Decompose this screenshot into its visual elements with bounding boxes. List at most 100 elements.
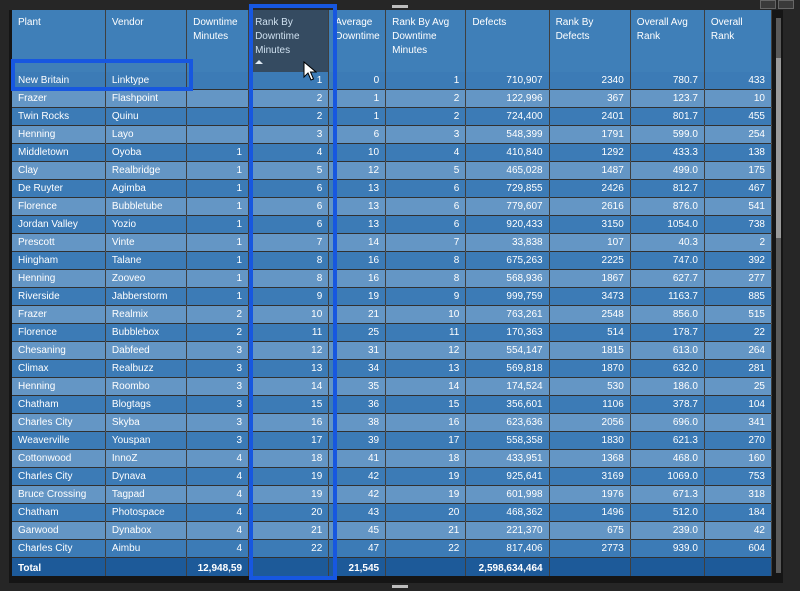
column-header-rank-by-avg-downtime-minutes[interactable]: Rank By Avg Downtime Minutes (385, 10, 467, 72)
table-row[interactable]: Chesaning Dabfeed 3 12 31 12 554,147 1815 613.0 2… (12, 341, 773, 360)
column-header-average-downtime[interactable]: Average Downtime (328, 10, 387, 72)
table-row[interactable]: Hingham Talane 1 8 16 8 675,263 2225 747.0 392 (12, 251, 773, 270)
table-row[interactable]: Charles City Dynava 4 19 42 19 925,641 3169 1069… (12, 467, 773, 486)
table-cell: 4 (186, 485, 250, 504)
table-cell: 10 (385, 305, 467, 324)
table-cell: 21 (248, 521, 330, 540)
table-cell: 47 (328, 539, 387, 558)
table-cell: 1815 (549, 341, 631, 360)
table-row[interactable]: Chatham Blogtags 3 15 36 15 356,601 1106 378.7 10… (12, 395, 773, 414)
table-cell: Chatham (12, 503, 106, 522)
table-row[interactable]: Riverside Jabberstorm 1 9 19 9 999,759 3473 1163… (12, 287, 773, 306)
table-cell: 627.7 (630, 269, 705, 288)
table-cell: 22 (385, 539, 467, 558)
table-cell: Dabfeed (105, 341, 188, 360)
table-cell: 281 (704, 359, 773, 378)
table-cell: 468.0 (630, 449, 705, 468)
sort-ascending-icon[interactable] (255, 60, 264, 64)
table-row[interactable]: Clay Realbridge 1 5 12 5 465,028 1487 499.0 175 (12, 161, 773, 180)
column-header-overall-avg-rank[interactable]: Overall Avg Rank (630, 10, 705, 72)
table-cell: 729,855 (465, 179, 550, 198)
table-row[interactable]: Climax Realbuzz 3 13 34 13 569,818 1870 632.0 281 (12, 359, 773, 378)
table-cell: 42 (328, 467, 387, 486)
table-cell: 8 (385, 269, 467, 288)
table-row[interactable]: Henning Layo 3 6 3 548,399 1791 599.0 254 (12, 125, 773, 144)
table-cell: 1 (385, 72, 467, 90)
table-row[interactable]: Bruce Crossing Tagpad 4 19 42 19 601,998 1976 67… (12, 485, 773, 504)
table-cell: 753 (704, 467, 773, 486)
resize-handle-bottom[interactable] (392, 585, 408, 588)
table-cell: 186.0 (630, 377, 705, 396)
column-header-downtime-minutes[interactable]: Downtime Minutes (186, 10, 250, 72)
table-cell: 541 (704, 197, 773, 216)
table-cell: 747.0 (630, 251, 705, 270)
table-row[interactable]: Charles City Skyba 3 16 38 16 623,636 2056 696.0… (12, 413, 773, 432)
table-cell: 36 (328, 395, 387, 414)
table-cell: 4 (186, 521, 250, 540)
table-cell: 558,358 (465, 431, 550, 450)
table-row[interactable]: Charles City Aimbu 4 22 47 22 817,406 2773 939.0… (12, 539, 773, 558)
table-row[interactable]: Florence Bubblebox 2 11 25 11 170,363 514 178.7 2… (12, 323, 773, 342)
table-cell: Blogtags (105, 395, 188, 414)
table-row[interactable]: Middletown Oyoba 1 4 10 4 410,840 1292 433.3 138 (12, 143, 773, 162)
table-row[interactable]: Henning Roombo 3 14 35 14 174,524 530 186.0 25 (12, 377, 773, 396)
table-row[interactable]: Chatham Photospace 4 20 43 20 468,362 1496 512.0… (12, 503, 773, 522)
table-cell: 2 (385, 107, 467, 126)
table-row[interactable]: Jordan Valley Yozio 1 6 13 6 920,433 3150 1054.0… (12, 215, 773, 234)
table-cell: 1 (328, 89, 387, 108)
table-cell: 6 (248, 197, 330, 216)
table-cell: 14 (328, 233, 387, 252)
table-row[interactable]: Garwood Dynabox 4 21 45 21 221,370 675 239.0 42 (12, 521, 773, 540)
table-cell: Layo (105, 125, 188, 144)
column-header-rank-by-downtime-minutes[interactable]: Rank By Downtime Minutes (248, 10, 330, 72)
more-options-icon[interactable] (778, 0, 794, 9)
visual-header-buttons (760, 0, 794, 9)
column-header-plant[interactable]: Plant (12, 10, 106, 72)
table-cell: 1791 (549, 125, 631, 144)
focus-mode-icon[interactable] (760, 0, 776, 9)
table-cell: Aimbu (105, 539, 188, 558)
table-cell: Charles City (12, 539, 106, 558)
table-scroll-area[interactable]: Plant Vendor Downtime Minutes Rank By Downt… (12, 10, 776, 576)
table-cell: 2056 (549, 413, 631, 432)
table-row[interactable]: Henning Zooveo 1 8 16 8 568,936 1867 627.7 277 (12, 269, 773, 288)
table-row[interactable]: New Britain Linktype 1 0 1 710,907 2340 780.7 43… (12, 72, 773, 90)
table-cell: 341 (704, 413, 773, 432)
table-row[interactable]: Cottonwood InnoZ 4 18 41 18 433,951 1368 468.0 16… (12, 449, 773, 468)
table-cell: 1 (186, 215, 250, 234)
table-row[interactable]: Twin Rocks Quinu 2 1 2 724,400 2401 801.7 455 (12, 107, 773, 126)
table-row[interactable]: Frazer Realmix 2 10 21 10 763,261 2548 856.0 515 (12, 305, 773, 324)
table-cell: Climax (12, 359, 106, 378)
column-header-vendor[interactable]: Vendor (105, 10, 188, 72)
table-cell: 920,433 (465, 215, 550, 234)
table-cell: 2 (248, 89, 330, 108)
table-row[interactable]: Weaverville Youspan 3 17 39 17 558,358 1830 621.… (12, 431, 773, 450)
scrollbar-thumb[interactable] (776, 58, 781, 238)
table-cell: 468,362 (465, 503, 550, 522)
table-cell: 21 (328, 305, 387, 324)
table-cell: 19 (385, 485, 467, 504)
table-cell: 38 (328, 413, 387, 432)
table-cell: Hingham (12, 251, 106, 270)
table-cell: Henning (12, 125, 106, 144)
table-cell: 14 (248, 377, 330, 396)
table-row[interactable]: Florence Bubbletube 1 6 13 6 779,607 2616 876.0 5… (12, 197, 773, 216)
column-header-rank-by-defects[interactable]: Rank By Defects (549, 10, 631, 72)
table-cell: 254 (704, 125, 773, 144)
table-row[interactable]: Prescott Vinte 1 7 14 7 33,838 107 40.3 2 (12, 233, 773, 252)
resize-handle-top[interactable] (392, 5, 408, 8)
table-cell: 15 (248, 395, 330, 414)
table-row[interactable]: De Ruyter Agimba 1 6 13 6 729,855 2426 812.7 467 (12, 179, 773, 198)
column-header-defects[interactable]: Defects (465, 10, 550, 72)
table-cell: 467 (704, 179, 773, 198)
table-cell: 31 (328, 341, 387, 360)
table-cell: 1870 (549, 359, 631, 378)
table-row[interactable]: Frazer Flashpoint 2 1 2 122,996 367 123.7 10 (12, 89, 773, 108)
column-header-overall-rank[interactable]: Overall Rank (704, 10, 773, 72)
vertical-scrollbar[interactable] (776, 18, 781, 573)
table-cell: 318 (704, 485, 773, 504)
table-cell: 3 (186, 341, 250, 360)
table-cell: 6 (248, 215, 330, 234)
table-cell: 9 (248, 287, 330, 306)
table-cell: 10 (248, 305, 330, 324)
